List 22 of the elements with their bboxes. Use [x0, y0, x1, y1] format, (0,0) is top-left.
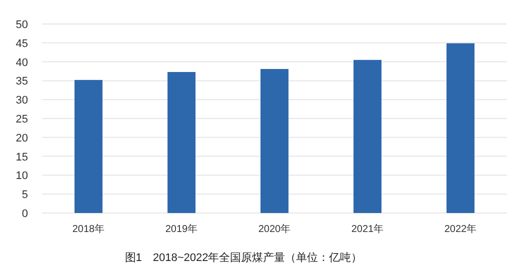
x-tick-label: 2021年 [351, 223, 384, 235]
y-tick-label: 50 [16, 19, 28, 31]
y-tick-label: 20 [16, 132, 28, 144]
y-tick-label: 15 [16, 151, 28, 164]
y-tick-label: 10 [16, 170, 28, 182]
x-tick-label: 2020年 [258, 223, 291, 235]
x-tick-label: 2018年 [72, 223, 105, 235]
x-tick-label: 2022年 [444, 223, 477, 235]
bar [446, 43, 474, 213]
y-tick-label: 5 [22, 189, 28, 202]
x-tick-label: 2019年 [165, 223, 198, 235]
y-tick-label: 25 [16, 114, 28, 126]
y-tick-label: 35 [16, 76, 28, 88]
y-tick-label: 45 [16, 38, 28, 50]
bar [260, 68, 288, 213]
y-tick-label: 0 [22, 208, 28, 220]
bar [74, 80, 102, 213]
y-tick-label: 40 [16, 56, 28, 69]
y-tick-label: 30 [16, 94, 28, 107]
caption: 图1 2018~2022年全国原煤产量（单位：亿吨） [124, 251, 362, 264]
bar [168, 72, 196, 213]
bar [354, 60, 382, 213]
